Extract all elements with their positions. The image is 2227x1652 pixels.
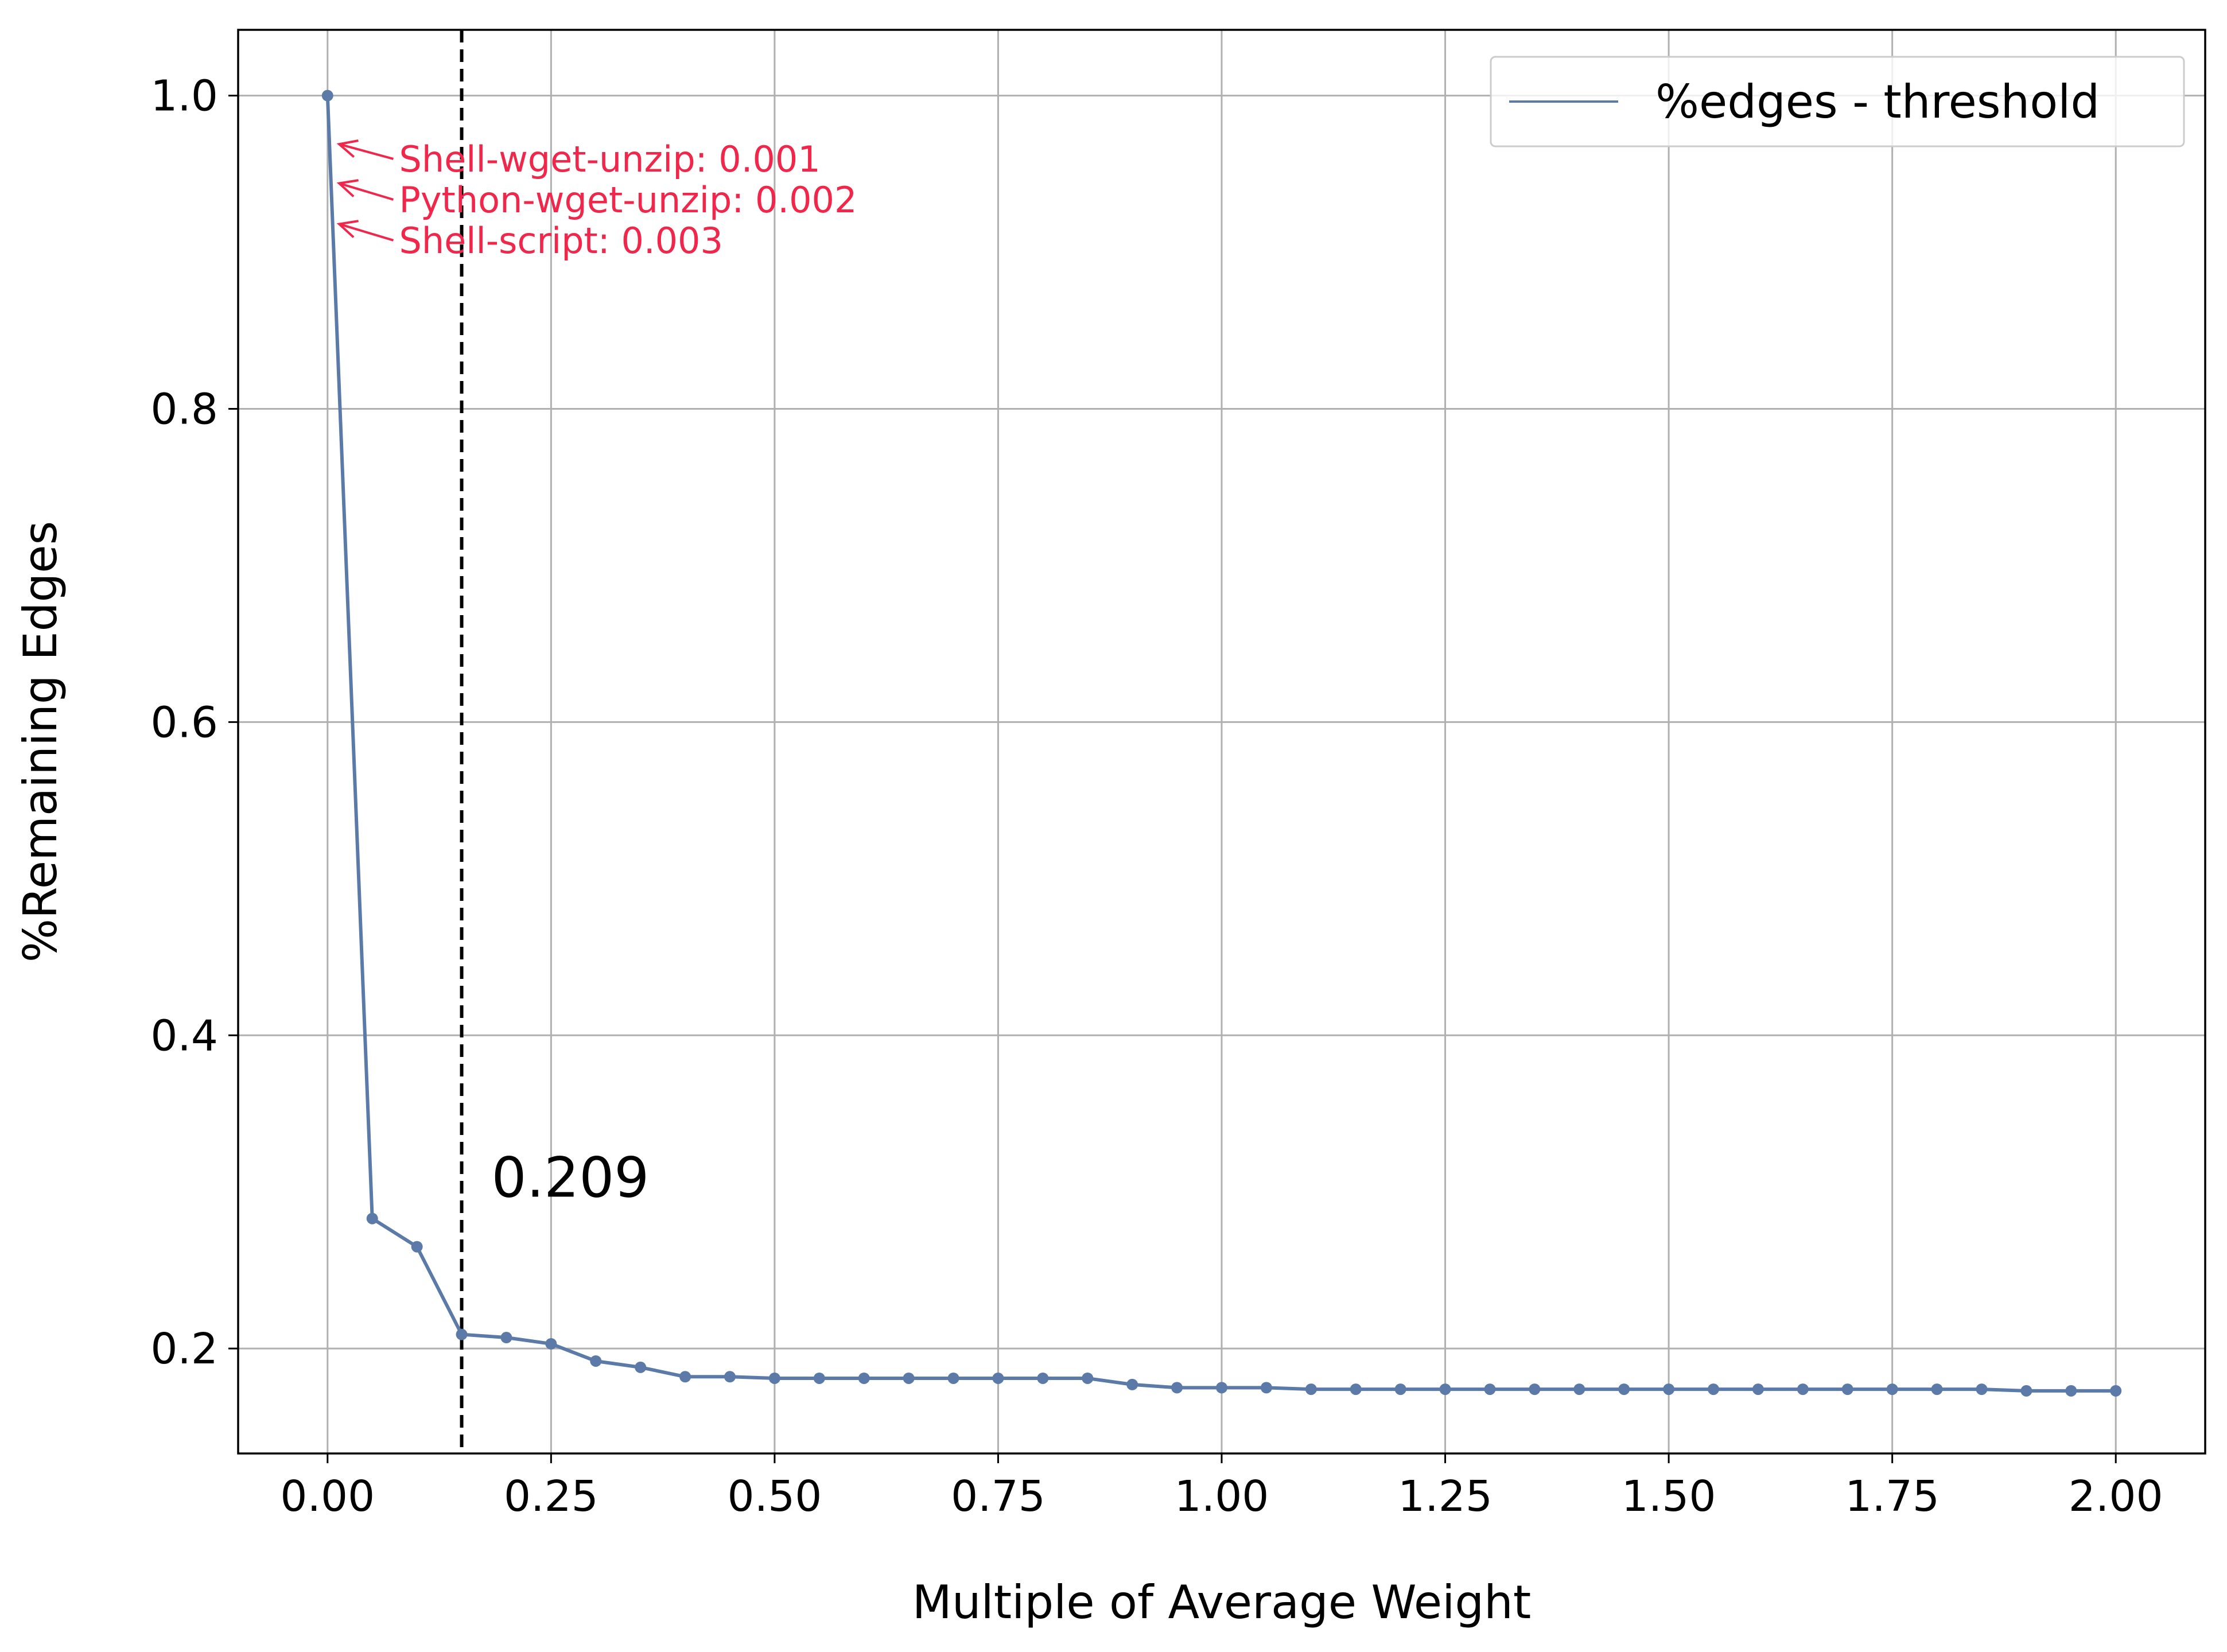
annotation: Shell-wget-unzip: 0.001 xyxy=(336,138,821,180)
y-tick-label: 0.8 xyxy=(150,385,218,434)
data-point xyxy=(1350,1383,1362,1396)
data-point xyxy=(724,1371,736,1383)
annotation: Python-wget-unzip: 0.002 xyxy=(336,179,857,221)
x-tick-label: 0.00 xyxy=(280,1472,375,1521)
legend-entry: %edges - threshold xyxy=(1655,75,2100,129)
data-point xyxy=(2110,1385,2122,1397)
data-point xyxy=(2020,1385,2032,1397)
data-point xyxy=(1931,1383,1943,1396)
annotation-arrowhead xyxy=(336,220,359,238)
data-point xyxy=(858,1372,870,1384)
threshold-label: 0.209 xyxy=(492,1145,650,1210)
y-axis-label: %Remaining Edges xyxy=(14,521,67,962)
data-point xyxy=(590,1355,602,1367)
data-point xyxy=(1484,1383,1496,1396)
data-point xyxy=(1037,1372,1049,1384)
data-point xyxy=(2065,1385,2077,1397)
data-point xyxy=(1082,1372,1094,1384)
x-tick-label: 1.00 xyxy=(1175,1472,1269,1521)
x-tick-label: 0.75 xyxy=(951,1472,1046,1521)
annotation-arrow xyxy=(339,223,394,242)
data-point xyxy=(1216,1382,1227,1394)
x-axis-label: Multiple of Average Weight xyxy=(912,1576,1531,1629)
data-point xyxy=(679,1371,691,1383)
x-tick-label: 1.75 xyxy=(1845,1472,1940,1521)
data-point xyxy=(768,1372,780,1384)
y-tick-label: 0.4 xyxy=(150,1011,218,1060)
x-tick-label: 0.50 xyxy=(728,1472,822,1521)
data-point xyxy=(1573,1383,1585,1396)
annotation-arrow xyxy=(339,182,394,201)
annotation-text: Python-wget-unzip: 0.002 xyxy=(399,179,857,221)
data-point xyxy=(1305,1383,1317,1396)
data-point xyxy=(1126,1378,1138,1390)
data-point xyxy=(635,1361,647,1373)
data-point xyxy=(903,1372,915,1384)
data-point xyxy=(1886,1383,1898,1396)
y-tick-label: 0.2 xyxy=(150,1324,218,1374)
data-point xyxy=(1394,1383,1406,1396)
data-point xyxy=(411,1241,423,1253)
annotation-layer: Shell-wget-unzip: 0.001Python-wget-unzip… xyxy=(336,138,857,262)
annotation-text: Shell-script: 0.003 xyxy=(399,220,722,262)
data-point xyxy=(1439,1383,1451,1396)
data-point xyxy=(1618,1383,1630,1396)
x-tick-label: 2.00 xyxy=(2069,1472,2163,1521)
data-point xyxy=(1752,1383,1764,1396)
x-tick-label: 1.50 xyxy=(1622,1472,1716,1521)
data-point xyxy=(1529,1383,1541,1396)
data-point xyxy=(1841,1383,1853,1396)
annotation-arrowhead xyxy=(336,179,359,197)
data-point xyxy=(500,1332,512,1344)
y-tick-label: 1.0 xyxy=(150,72,218,121)
ticks-layer: 0.00 0.25 0.50 0.75 1.00 1.25 1.50 1.75 2.000.20… xyxy=(150,72,2163,1521)
data-point xyxy=(545,1338,557,1350)
legend-box xyxy=(1490,56,2185,147)
data-point xyxy=(947,1372,959,1384)
data-point xyxy=(366,1212,378,1225)
data-point xyxy=(1663,1383,1675,1396)
data-point xyxy=(321,90,333,102)
annotation-arrow xyxy=(339,143,394,160)
data-point xyxy=(1171,1382,1183,1394)
legend: %edges - threshold xyxy=(1490,56,2185,147)
annotation-text: Shell-wget-unzip: 0.001 xyxy=(399,138,820,180)
data-point xyxy=(1260,1382,1272,1394)
data-point xyxy=(1797,1383,1809,1396)
x-tick-label: 1.25 xyxy=(1398,1472,1493,1521)
data-point xyxy=(456,1328,468,1340)
data-point xyxy=(992,1372,1004,1384)
data-point xyxy=(1976,1383,1988,1396)
series-layer xyxy=(321,90,2122,1397)
annotation: Shell-script: 0.003 xyxy=(336,220,723,262)
data-point xyxy=(813,1372,825,1384)
x-tick-label: 0.25 xyxy=(504,1472,598,1521)
annotation-arrowhead xyxy=(336,139,359,158)
data-point xyxy=(1708,1383,1719,1396)
y-tick-label: 0.6 xyxy=(150,698,218,747)
